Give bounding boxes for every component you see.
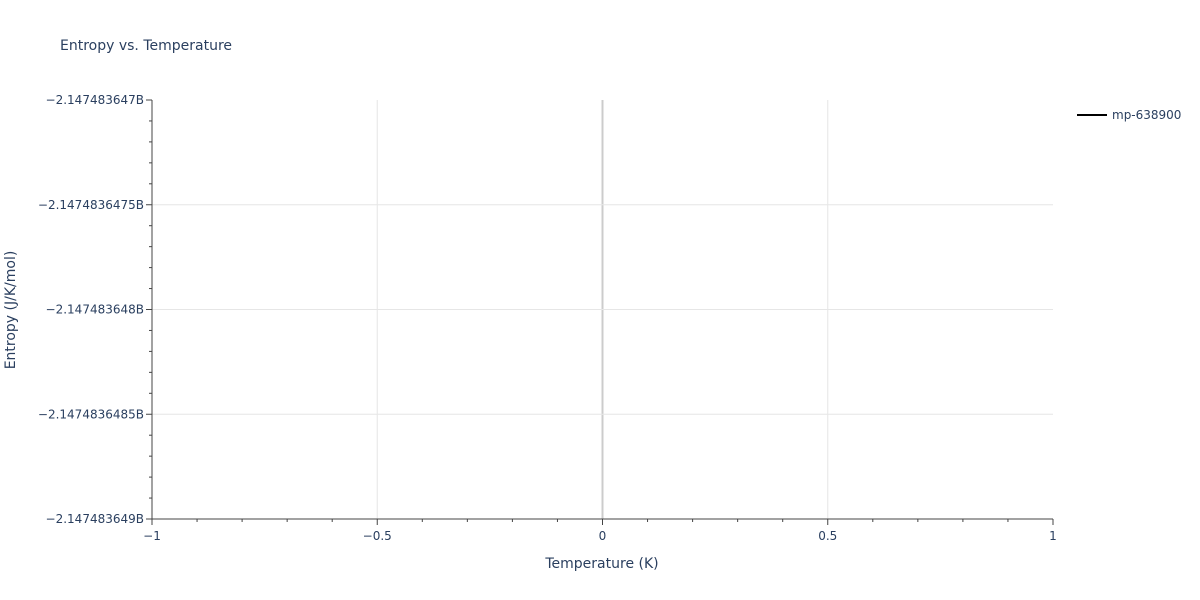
x-tick-label: −0.5 [363, 529, 392, 543]
axes [146, 99, 1054, 525]
y-tick-label: −2.1474836475B [38, 198, 144, 212]
y-axis-label: Entropy (J/K/mol) [3, 251, 19, 370]
y-tick-label: −2.147483647B [46, 93, 144, 107]
y-tick-label: −2.1474836485B [38, 407, 144, 421]
x-axis-label: Temperature (K) [544, 556, 658, 572]
y-tick-label: −2.147483648B [46, 303, 144, 317]
tick-labels: −1 −0.5 0 0.5 1 −2.147483647B −2.1474836475B −2… [38, 93, 1057, 543]
legend[interactable]: mp-638900 [1077, 108, 1181, 122]
x-tick-label: 0.5 [818, 529, 837, 543]
grid [152, 100, 1053, 519]
x-tick-label: 0 [599, 529, 607, 543]
legend-label[interactable]: mp-638900 [1112, 108, 1181, 122]
y-tick-label: −2.147483649B [46, 512, 144, 526]
x-tick-label: −1 [143, 529, 161, 543]
chart-title: Entropy vs. Temperature [60, 38, 232, 54]
x-tick-label: 1 [1049, 529, 1057, 543]
